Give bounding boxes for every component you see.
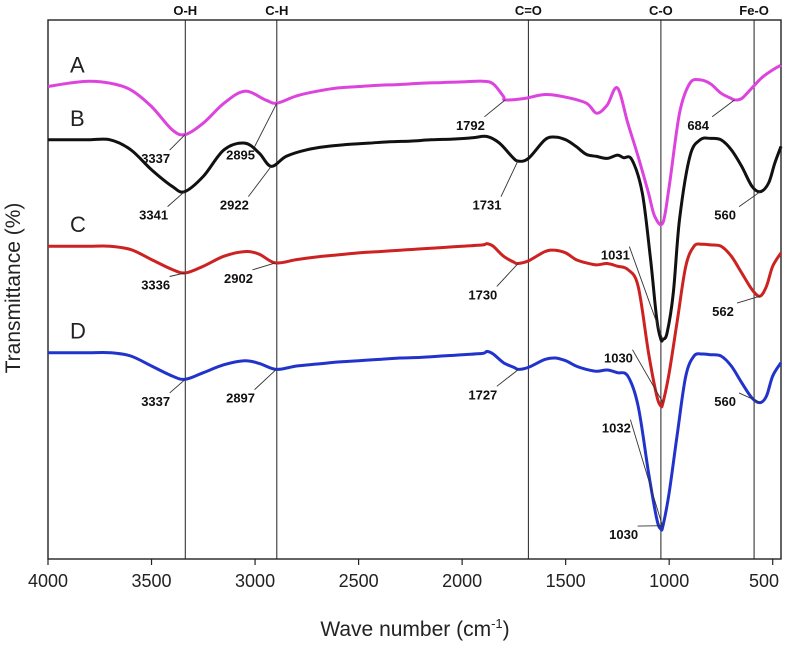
series-line-B — [48, 134, 783, 343]
annotation-leader-15 — [254, 369, 277, 390]
annotation-label-10: 2902 — [224, 271, 253, 286]
annotation-label-11: 1730 — [468, 287, 497, 302]
x-tick-label-5: 1500 — [546, 571, 586, 591]
series-lines — [47, 63, 783, 532]
annotation-leader-14 — [169, 378, 186, 394]
annotation-label-16: 1727 — [468, 387, 497, 402]
annotation-leader-11 — [496, 263, 519, 287]
reference-line-label-1: C-H — [265, 3, 288, 18]
annotation-leader-18 — [738, 392, 761, 404]
annotation-label-6: 1731 — [473, 198, 502, 213]
series-label-D: D — [70, 319, 86, 344]
x-tick-label-2: 3000 — [235, 571, 275, 591]
annotation-leader-0 — [169, 134, 186, 151]
annotation-label-9: 3336 — [141, 278, 170, 293]
x-axis-title-superscript: -1 — [491, 616, 503, 631]
annotation-label-0: 3337 — [141, 151, 170, 166]
series-line-A — [47, 63, 782, 227]
annotation-label-14: 3337 — [141, 394, 170, 409]
reference-line-label-0: O-H — [173, 3, 197, 18]
reference-lines: O-H C-H C=O C-O Fe-O — [173, 3, 769, 559]
annotation-label-8: 560 — [714, 208, 736, 223]
annotation-label-4: 3341 — [139, 208, 168, 223]
x-tick-label-3: 2500 — [339, 571, 379, 591]
annotation-label-19: 1030 — [609, 527, 638, 542]
x-tick-label-4: 2000 — [442, 571, 482, 591]
x-axis-title-main: Wave number (cm — [320, 618, 491, 641]
annotation-leader-10 — [252, 262, 276, 271]
x-tick-label-0: 4000 — [28, 571, 68, 591]
annotation-label-13: 562 — [712, 304, 734, 319]
series-label-C: C — [70, 212, 86, 237]
x-tick-label-7: 500 — [749, 571, 779, 591]
annotation-leader-4 — [167, 191, 185, 207]
annotation-leader-3 — [711, 99, 735, 118]
series-label-A: A — [70, 53, 85, 78]
annotation-label-3: 684 — [687, 118, 709, 133]
series-label-B: B — [70, 106, 85, 131]
annotation-label-18: 560 — [714, 394, 736, 409]
annotation-label-15: 2897 — [226, 391, 255, 406]
reference-line-label-3: C-O — [649, 3, 673, 18]
x-axis-title: Wave number (cm-1) — [320, 616, 509, 641]
annotation-leader-2 — [484, 99, 506, 118]
series-line-C — [48, 242, 783, 409]
reference-line-label-2: C=O — [515, 3, 542, 18]
peak-annotations: 3337 2895 1792 684 3341 2922 1731 1031 560 3336 29… — [139, 99, 761, 542]
series-labels: A B C D — [70, 53, 86, 344]
annotation-label-2: 1792 — [456, 118, 485, 133]
plot-area-frame — [47, 19, 782, 560]
y-axis-title: Transmittance (%) — [2, 203, 25, 374]
x-axis-title-close: ) — [503, 618, 510, 641]
annotation-leader-16 — [496, 368, 519, 387]
annotation-label-17: 1032 — [602, 421, 631, 436]
annotation-label-7: 1031 — [601, 248, 630, 263]
annotation-leader-8 — [738, 191, 761, 207]
annotation-leader-1 — [254, 102, 278, 147]
x-tick-label-1: 3500 — [132, 571, 172, 591]
reference-line-label-4: Fe-O — [739, 3, 769, 18]
annotation-leader-6 — [500, 160, 519, 197]
annotation-leader-12 — [632, 349, 664, 403]
annotation-leader-7 — [628, 246, 664, 340]
series-line-D — [48, 349, 783, 532]
annotation-label-5: 2922 — [220, 198, 249, 213]
annotation-leader-5 — [247, 166, 272, 197]
annotation-leader-17 — [629, 419, 663, 527]
annotation-label-12: 1030 — [604, 351, 633, 366]
x-tick-label-6: 1000 — [649, 571, 689, 591]
x-axis-ticks: 4000 3500 3000 2500 2000 1500 1000 500 — [28, 559, 779, 591]
annotation-leader-13 — [736, 295, 761, 304]
annotation-leader-9 — [169, 272, 186, 277]
annotation-label-1: 2895 — [226, 148, 255, 163]
